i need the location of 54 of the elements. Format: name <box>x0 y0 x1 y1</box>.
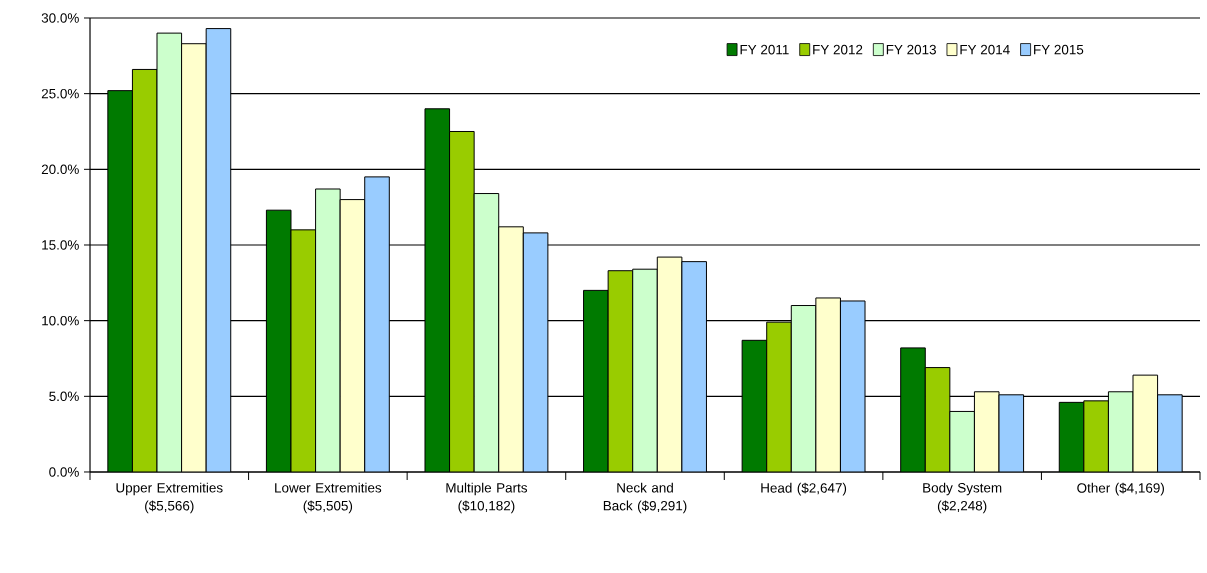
x-tick-label: Neck and Back ($9,291) <box>603 482 687 514</box>
bar <box>265 209 292 472</box>
y-tick-label: 20.0% <box>41 164 79 175</box>
bar <box>607 270 634 472</box>
y-tick-label: 5.0% <box>49 391 79 402</box>
bar <box>1157 394 1183 472</box>
bar <box>949 410 975 472</box>
bar <box>998 394 1025 472</box>
bar <box>900 347 926 472</box>
x-tick-label: Lower Extremities ($5,505) <box>275 482 382 514</box>
bar <box>364 176 390 472</box>
y-tick-label: 10.0% <box>42 315 79 326</box>
bar <box>1058 401 1085 472</box>
bar <box>681 261 707 472</box>
bar <box>1083 400 1109 472</box>
bar <box>205 28 232 472</box>
bar <box>973 391 1000 472</box>
legend-label: FY 2012 <box>813 44 863 55</box>
y-tick-label: 15.0% <box>42 240 79 250</box>
bar <box>632 268 658 472</box>
bar <box>741 339 768 472</box>
bar <box>181 43 207 472</box>
y-tick-label: 25.0% <box>41 88 79 99</box>
x-tick-label: Head ($2,647) <box>761 482 847 496</box>
bar <box>790 305 817 472</box>
bar <box>473 193 500 472</box>
bar <box>290 229 317 472</box>
bar <box>815 297 841 472</box>
bar <box>339 199 366 472</box>
legend-label: FY 2011 <box>740 44 789 55</box>
bar <box>522 232 549 472</box>
bar <box>1132 374 1159 472</box>
bar <box>107 90 133 472</box>
legend-label: FY 2013 <box>886 44 936 55</box>
y-tick-label: 30.0% <box>41 13 79 23</box>
legend-label: FY 2015 <box>1034 44 1084 55</box>
bar <box>656 256 683 472</box>
x-tick-label: Other ($4,169) <box>1077 482 1164 496</box>
bar <box>583 289 609 472</box>
x-tick-label: Multiple Parts ($10,182) <box>446 482 528 514</box>
y-tick-label: 0.0% <box>49 467 79 477</box>
bar <box>839 300 866 472</box>
bar <box>924 367 951 472</box>
bar <box>156 32 183 472</box>
bar <box>498 226 524 472</box>
x-tick-label: Body System ($2,248) <box>923 482 1002 514</box>
bar <box>766 321 792 472</box>
bar <box>1107 391 1134 472</box>
bar <box>424 108 451 472</box>
legend-label: FY 2014 <box>960 44 1010 55</box>
bar <box>449 130 475 472</box>
bar <box>131 68 158 472</box>
x-tick-label: Upper Extremities ($5,566) <box>116 482 223 514</box>
bar <box>315 188 341 472</box>
